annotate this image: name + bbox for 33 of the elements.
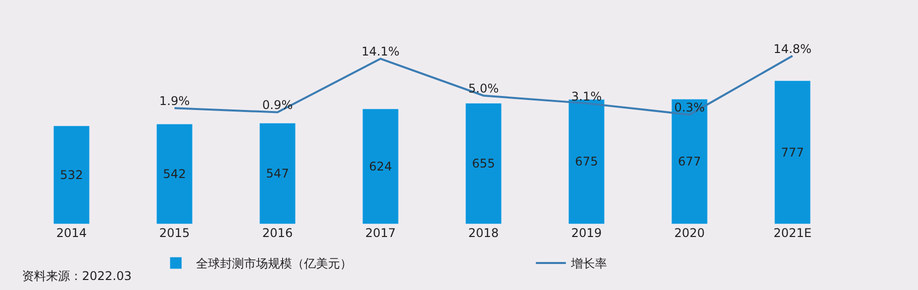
data-label: 0.9% (262, 98, 293, 112)
x-tick-label: 2017 (365, 226, 396, 240)
data-label: 675 (575, 154, 598, 169)
data-label: 542 (163, 166, 186, 181)
x-tick-label: 2020 (674, 226, 705, 240)
data-label: 777 (781, 145, 804, 160)
legend-label: 增长率 (570, 256, 607, 271)
bar (774, 80, 811, 224)
data-label: 14.1% (361, 44, 400, 59)
data-label: 5.0% (468, 82, 499, 96)
data-label: 677 (678, 154, 701, 169)
data-label: 14.8% (773, 42, 812, 56)
bar (671, 98, 708, 224)
data-label: 0.3% (674, 100, 705, 115)
x-tick-label: 2018 (468, 226, 499, 240)
bar (259, 122, 296, 224)
data-label: 624 (369, 159, 392, 174)
x-tick-label: 2016 (262, 226, 293, 240)
text: 资料来源：2022.03 (22, 269, 132, 283)
x-tick-label: 2014 (56, 226, 87, 240)
bar (53, 126, 90, 224)
data-label: 1.9% (159, 94, 190, 108)
bar (156, 124, 193, 224)
x-tick-label: 2021E (773, 226, 812, 240)
x-tick-label: 2019 (571, 226, 602, 240)
x-tick-label: 2015 (159, 226, 190, 240)
bar (568, 99, 605, 224)
bar (362, 108, 399, 224)
bar (465, 102, 502, 224)
data-label: 532 (60, 168, 83, 182)
data-label: 655 (472, 156, 495, 171)
legend-label: 全球封测市场规模（亿美元） (196, 256, 352, 271)
data-label: 547 (266, 166, 289, 181)
